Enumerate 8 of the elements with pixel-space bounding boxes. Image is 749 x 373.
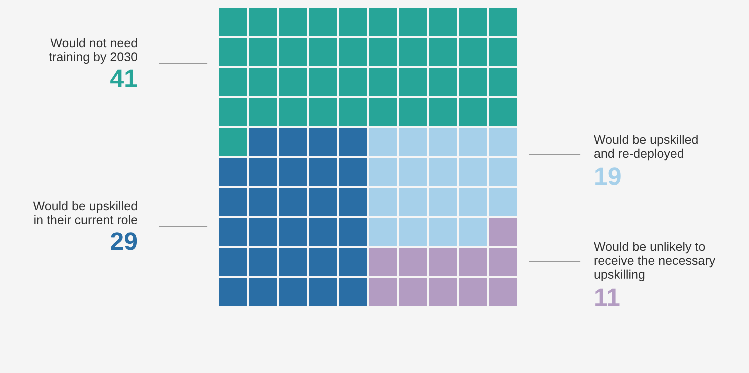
category-label: Would not need training by 2030 (49, 38, 138, 64)
data-label: 19 (596, 168, 621, 186)
category-label: Would be unlikely to receive the necessary upskilling (594, 242, 716, 282)
category-label: Would be upskilled and re-deployed (594, 135, 698, 161)
category-label: Would be upskilled in their current role (33, 201, 138, 225)
data-label: 41 (110, 70, 138, 88)
data-label: 29 (111, 232, 138, 250)
data-label: 11 (596, 288, 620, 306)
